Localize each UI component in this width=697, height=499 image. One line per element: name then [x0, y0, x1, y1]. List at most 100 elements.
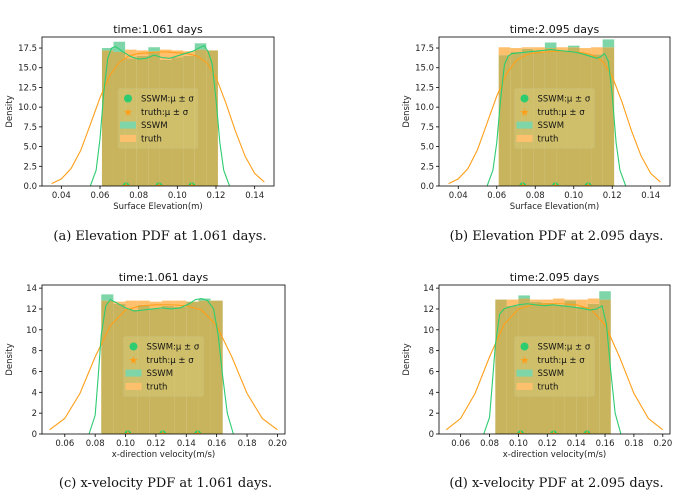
x-tick-label: 0.08	[129, 191, 148, 201]
y-axis-label: Density	[402, 343, 412, 375]
legend-truth-stat-marker: ★	[520, 354, 530, 367]
y-tick-label: 6	[429, 367, 434, 377]
legend-label-truth: truth	[141, 134, 162, 144]
y-tick-label: 8	[32, 347, 37, 357]
histogram-bar-overlap	[198, 300, 211, 434]
truth-stat-marker: ★	[123, 429, 132, 440]
y-tick-label: 12	[26, 305, 37, 315]
histogram-bar-truth	[161, 300, 175, 306]
chart-panel-3: ★ ★ ★ 0.06 0.08 0.10 0.12 0.14 0.16 0.18 0.20 0 2 4 6 8…	[5, 271, 287, 491]
sswm-stat-marker	[188, 182, 196, 186]
x-tick-label: 0.06	[451, 439, 470, 449]
y-tick-label: 12.5	[18, 83, 37, 93]
legend-box	[514, 336, 595, 397]
y-tick-label: 2.5	[420, 162, 434, 172]
legend-label-truth_stat: truth:μ ± σ	[538, 108, 586, 118]
histogram-bar-overlap	[206, 50, 218, 186]
legend-sswm-stat-marker	[129, 342, 138, 351]
legend-box	[514, 88, 595, 149]
legend-truth-patch	[516, 134, 533, 142]
y-tick-label: 5.0	[420, 143, 434, 153]
histogram-bar-truth	[576, 299, 588, 307]
truth-kde-line	[445, 303, 664, 431]
histogram-bar-truth	[587, 298, 600, 304]
sswm-stat-marker	[583, 430, 591, 434]
figure-caption: (a) Elevation PDF at 1.061 days.	[53, 229, 266, 244]
legend: SSWM:μ ± σ ★ truth:μ ± σ SSWM truth	[123, 336, 204, 397]
truth-stat-marker: ★	[122, 181, 131, 192]
x-tick-label: 0.04	[449, 191, 468, 201]
histogram-bar-overlap	[495, 299, 507, 434]
truth-stat-marker: ★	[518, 181, 527, 192]
chart-title: time:1.061 days	[113, 23, 203, 36]
histogram-bar-truth	[564, 299, 577, 301]
legend-sswm-patch	[516, 121, 533, 129]
axes-frame	[438, 284, 671, 435]
axes-frame	[41, 284, 286, 435]
y-tick-label: 12.5	[415, 83, 434, 93]
histogram-bar-overlap	[101, 300, 114, 434]
legend-truth-stat-marker: ★	[520, 106, 530, 119]
histogram-bar-sswm	[544, 42, 557, 49]
x-tick-label: 0.10	[509, 439, 528, 449]
truth-stat-marker: ★	[584, 181, 593, 192]
histogram-bar-sswm	[602, 39, 615, 48]
x-tick-label: 0.06	[91, 191, 110, 201]
legend-truth-patch	[516, 382, 533, 390]
truth-stat-marker: ★	[583, 429, 592, 440]
x-axis-label: Surface Elevation(m)	[113, 202, 202, 212]
truth-stat-marker: ★	[516, 429, 525, 440]
x-tick-label: 0.06	[55, 439, 74, 449]
chart-title: time:2.095 days	[510, 23, 600, 36]
legend-sswm-patch	[120, 121, 136, 129]
truth-stat-marker: ★	[187, 181, 196, 192]
x-tick-label: 0.10	[116, 439, 135, 449]
sswm-stat-marker	[519, 182, 527, 186]
histogram-bar-overlap	[599, 299, 611, 434]
legend-label-sswm: SSWM	[141, 121, 168, 131]
truth-kde-line	[49, 304, 278, 431]
legend: SSWM:μ ± σ ★ truth:μ ± σ SSWM truth	[514, 336, 595, 397]
y-tick-label: 8	[429, 347, 434, 357]
axes-frame	[438, 36, 671, 187]
histogram-bar-truth	[125, 300, 138, 311]
y-tick-label: 4	[32, 388, 37, 398]
histogram-bar-overlap	[210, 300, 223, 434]
histogram-bar-overlap	[101, 50, 114, 186]
axes-frame	[41, 36, 275, 187]
x-axis-label: x-direction velocity(m/s)	[112, 450, 215, 460]
y-axis-label: Density	[5, 95, 15, 127]
legend-label-truth_stat: truth:μ ± σ	[538, 356, 586, 366]
sswm-stat-marker	[194, 430, 202, 434]
legend-sswm-patch	[516, 369, 533, 377]
legend-label-truth_stat: truth:μ ± σ	[147, 356, 195, 366]
legend-sswm-patch	[125, 369, 142, 377]
histogram-bar-sswm	[101, 294, 114, 301]
legend-truth-patch	[125, 382, 142, 390]
x-axis-label: Surface Elevation(m)	[510, 202, 599, 212]
legend-label-sswm: SSWM	[538, 369, 565, 379]
histogram-bar-truth	[510, 48, 522, 52]
histogram-bar-overlap	[498, 55, 511, 186]
x-tick-label: 0.06	[487, 191, 506, 201]
legend-truth-patch	[120, 134, 136, 142]
chart-title: time:1.061 days	[119, 271, 209, 284]
sswm-kde-line	[89, 44, 231, 186]
sswm-kde-line	[88, 297, 234, 434]
sswm-stat-marker	[584, 182, 592, 186]
histogram-bar-truth	[174, 300, 187, 307]
x-tick-label: 0.08	[526, 191, 545, 201]
x-tick-label: 0.08	[86, 439, 105, 449]
histogram-bar-overlap	[113, 303, 126, 434]
histogram-bar-truth	[498, 47, 511, 56]
x-tick-label: 0.10	[168, 191, 187, 201]
chart-title: time:2.095 days	[510, 271, 600, 284]
histogram-bar-truth	[521, 47, 534, 49]
x-axis-label: x-direction velocity(m/s)	[503, 450, 606, 460]
y-tick-label: 15.0	[18, 64, 37, 74]
y-tick-label: 0	[429, 430, 434, 440]
legend-label-sswm_stat: SSWM:μ ± σ	[538, 343, 591, 353]
sswm-stat-marker	[551, 182, 560, 186]
legend-sswm-stat-marker	[124, 94, 132, 103]
y-tick-label: 0	[32, 430, 37, 440]
